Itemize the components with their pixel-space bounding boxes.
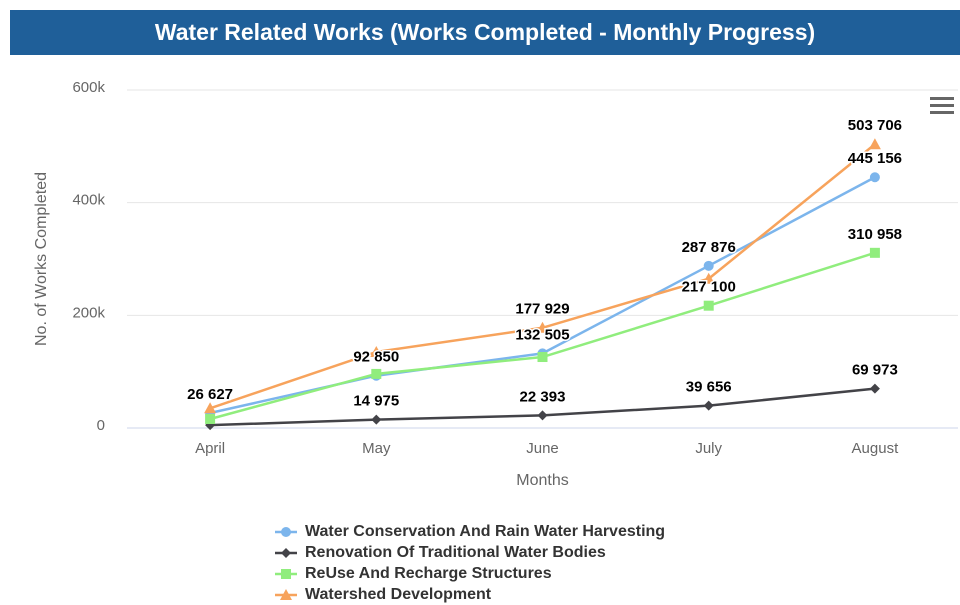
series-line (209, 176, 876, 415)
x-axis-title: Months (516, 472, 568, 489)
point (702, 272, 715, 284)
data-label: 217 100 (682, 279, 736, 296)
series (205, 247, 880, 424)
data-label: 310 958 (848, 226, 902, 243)
x-tick-label: August (852, 440, 900, 457)
chart-title: Water Related Works (Works Completed - M… (10, 10, 960, 55)
y-tick-label: 600k (72, 79, 105, 96)
data-label: 22 393 (520, 388, 566, 405)
x-tick-label: June (526, 440, 559, 457)
point (370, 345, 383, 357)
point (703, 260, 714, 271)
menu-icon[interactable] (930, 97, 954, 114)
data-label: 132 505 (515, 326, 569, 343)
point (536, 321, 549, 333)
point (869, 247, 880, 258)
series (205, 172, 880, 419)
point (868, 138, 881, 150)
y-tick-label: 400k (72, 192, 105, 209)
data-label: 287 876 (682, 239, 736, 256)
point (280, 589, 292, 600)
legend-label: Water Conservation And Rain Water Harves… (305, 523, 665, 540)
point (281, 548, 291, 558)
data-label: 26 627 (187, 386, 233, 403)
point (281, 569, 291, 579)
point (204, 402, 217, 414)
point (537, 410, 548, 421)
series-line (209, 143, 876, 410)
y-tick-label: 0 (97, 417, 105, 434)
x-tick-label: July (695, 440, 722, 457)
legend-label: Watershed Development (305, 586, 492, 603)
point (703, 400, 714, 411)
data-label: 503 706 (848, 117, 902, 134)
data-label: 445 156 (848, 150, 902, 167)
point (371, 368, 382, 379)
series (204, 138, 881, 414)
point (703, 300, 714, 311)
x-tick-label: April (195, 440, 225, 457)
point (869, 172, 880, 183)
y-tick-label: 200k (72, 304, 105, 321)
point (281, 527, 291, 537)
data-label: 69 973 (852, 362, 898, 379)
y-axis-title: No. of Works Completed (33, 172, 50, 346)
point (371, 414, 382, 425)
data-label: 177 929 (515, 301, 569, 318)
x-tick-label: May (362, 440, 391, 457)
point (869, 383, 880, 394)
legend-label: ReUse And Recharge Structures (305, 565, 552, 582)
point (205, 413, 216, 424)
data-label: 14 975 (353, 393, 399, 410)
point (537, 352, 548, 363)
data-label: 92 850 (353, 349, 399, 366)
legend-label: Renovation Of Traditional Water Bodies (305, 544, 606, 561)
data-label: 39 656 (686, 379, 732, 396)
